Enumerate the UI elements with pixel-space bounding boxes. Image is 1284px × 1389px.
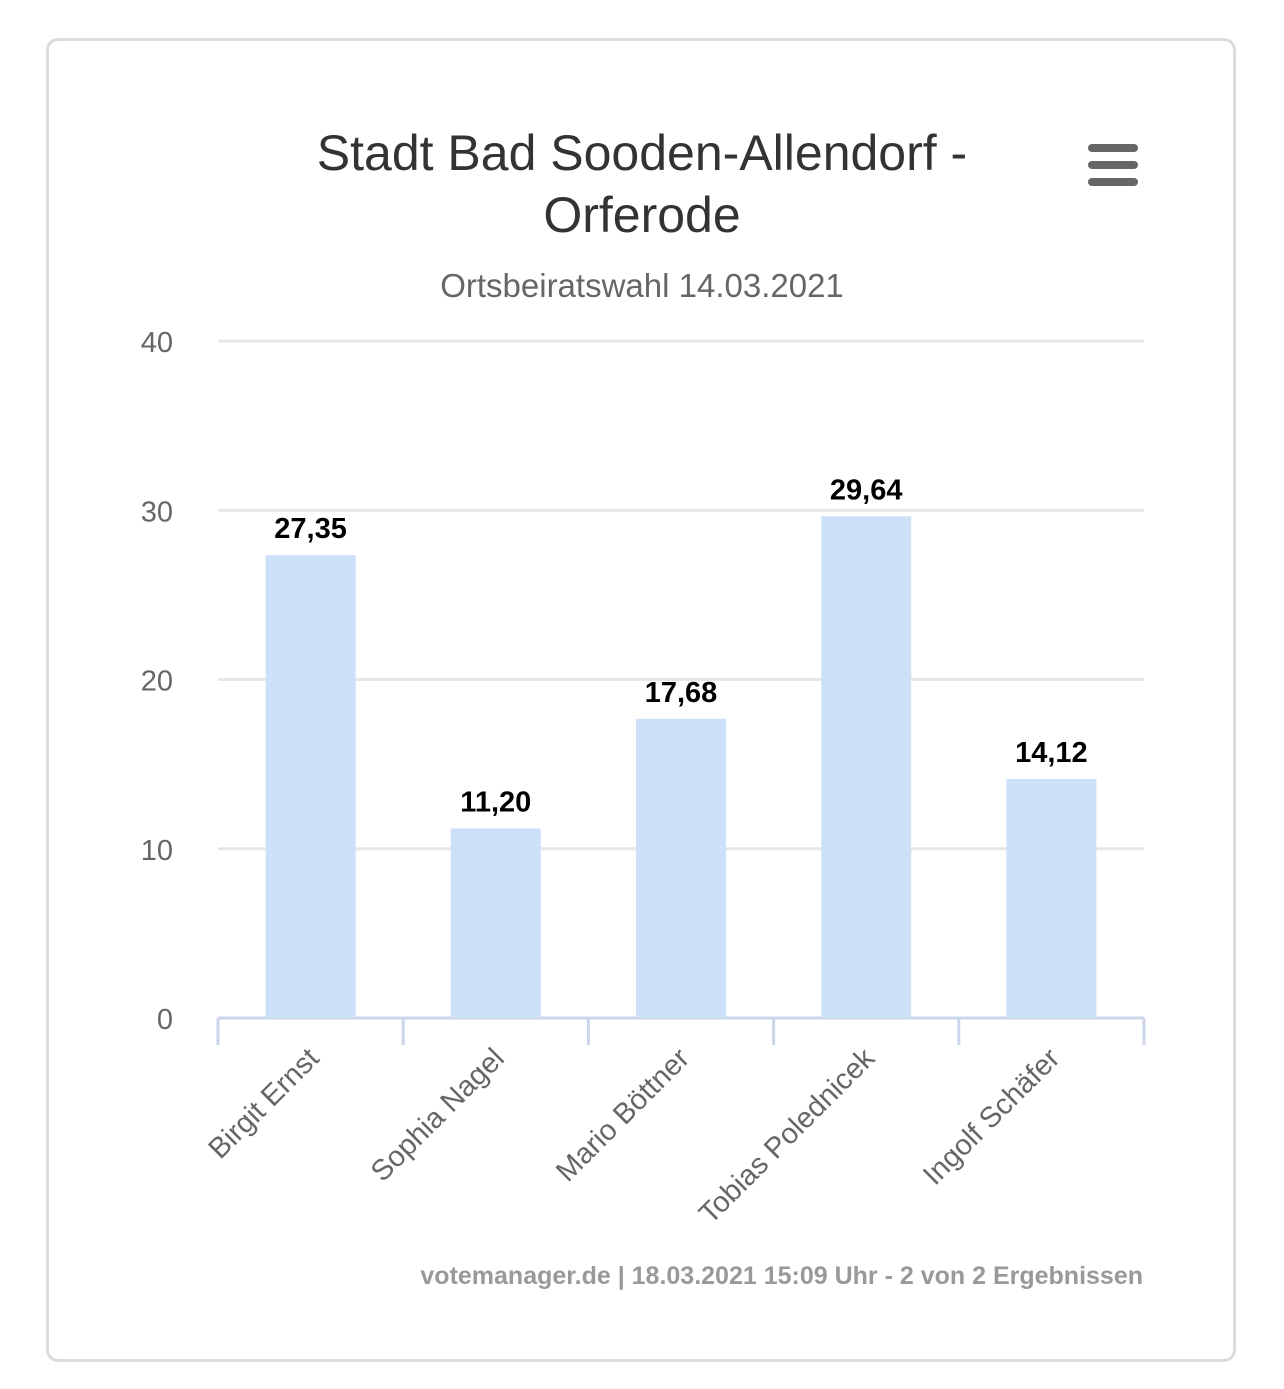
y-tick-label: 40: [141, 327, 173, 359]
data-label-3: 17,68: [645, 677, 718, 709]
chart-title-line-1: Stadt Bad Sooden-Allendorf -: [316, 125, 968, 181]
chart-title: Stadt Bad Sooden-Allendorf - Orferode: [0, 122, 1284, 246]
y-tick-label: 0: [157, 1004, 173, 1036]
bar-1: [265, 555, 356, 1018]
chart-container: [46, 38, 1236, 1362]
bar-2: [450, 828, 541, 1018]
hamburger-menu-icon[interactable]: [1078, 134, 1148, 196]
chart-title-line-2: Orferode: [543, 187, 741, 243]
data-label-5: 14,12: [1015, 737, 1088, 769]
bar-3: [636, 718, 726, 1018]
x-tick-label-3: Mario Böttner: [550, 1042, 696, 1188]
y-tick-label: 20: [141, 666, 173, 698]
y-tick-label: 30: [141, 496, 173, 528]
x-tick-label-2: Sophia Nagel: [365, 1042, 511, 1188]
y-tick-label: 10: [141, 835, 173, 867]
bar-5: [1006, 779, 1097, 1018]
data-label-4: 29,64: [830, 474, 903, 506]
chart-subtitle: Ortsbeiratswahl 14.03.2021: [440, 267, 844, 304]
data-label-2: 11,20: [460, 786, 531, 818]
x-tick-label-1: Birgit Ernst: [203, 1042, 326, 1165]
credits-link[interactable]: votemanager.de | 18.03.2021 15:09 Uhr - …: [420, 1262, 1143, 1290]
x-tick-label-4: Tobias Polednicek: [693, 1042, 881, 1230]
bar-4: [821, 516, 912, 1018]
x-tick-label-5: Ingolf Schäfer: [917, 1042, 1066, 1191]
data-label-1: 27,35: [274, 513, 347, 545]
